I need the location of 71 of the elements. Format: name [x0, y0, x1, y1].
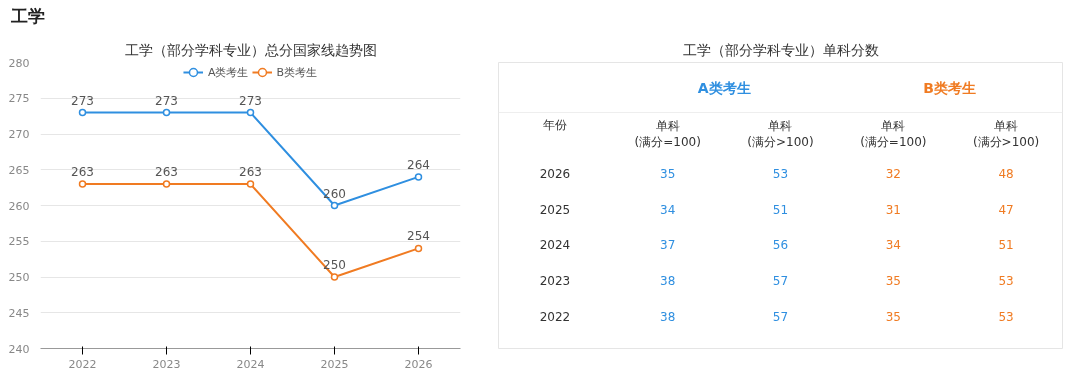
point — [330, 201, 339, 210]
y-tick-label: 260 — [8, 199, 30, 213]
data-label: 47 — [998, 202, 1014, 217]
point — [162, 180, 171, 188]
text: 工学 — [9, 5, 45, 26]
data-label: 264 — [407, 157, 430, 172]
data-label: 37 — [660, 238, 676, 253]
point — [78, 180, 87, 188]
data-label: 56 — [772, 238, 789, 253]
data-label: 35 — [885, 309, 901, 324]
point — [414, 244, 423, 253]
data-label: 250 — [323, 258, 346, 272]
data-label: 34 — [660, 202, 676, 217]
y-tick-label: 245 — [8, 306, 30, 320]
data-label: 48 — [998, 166, 1014, 181]
point — [246, 108, 255, 117]
x-tick-label: 2026 — [404, 357, 433, 371]
y-tick-label: 240 — [8, 342, 30, 356]
x-tick-label: 2025 — [320, 357, 349, 371]
y-tick-label: 2022 — [539, 309, 571, 324]
legend-label: B类考生 — [276, 64, 318, 80]
data-label: 31 — [885, 202, 901, 217]
point — [162, 108, 171, 117]
text: A类考生 — [697, 79, 751, 96]
data-label: 273 — [71, 93, 94, 108]
y-tick-label: 270 — [8, 128, 30, 141]
data-label: 53 — [998, 274, 1014, 289]
data-label: 51 — [998, 238, 1014, 253]
y-tick-label: 250 — [8, 271, 30, 284]
x-tick-label: 单科 (满分=100) — [860, 118, 927, 150]
x-tick-label: 2022 — [68, 357, 97, 371]
chart-title: 工学（部分学科专业）总分国家线趋势图 — [124, 41, 377, 58]
data-label: 35 — [660, 166, 676, 181]
x-tick-label: 单科 (满分>100) — [972, 118, 1040, 150]
data-label: 57 — [772, 309, 789, 324]
y-tick-label: 280 — [8, 56, 30, 70]
y-tick-label: 265 — [8, 163, 30, 177]
y-tick-label: 2023 — [539, 274, 571, 289]
y-tick-label: 255 — [8, 235, 30, 249]
data-label: 263 — [71, 165, 94, 180]
data-label: 51 — [772, 202, 789, 217]
x-tick-label: 2023 — [152, 357, 181, 371]
data-label: 273 — [239, 93, 262, 108]
point — [414, 173, 423, 181]
data-label: 57 — [772, 274, 789, 289]
legend-label: A类考生 — [207, 64, 249, 80]
data-label: 53 — [998, 309, 1014, 324]
point — [330, 273, 339, 281]
data-label: 263 — [155, 165, 178, 180]
data-label: 34 — [885, 238, 901, 253]
y-tick-label: 275 — [8, 92, 30, 106]
data-label: 263 — [239, 165, 262, 180]
data-label: 35 — [885, 274, 901, 289]
point — [78, 108, 87, 117]
data-label: 53 — [772, 166, 789, 181]
data-label: 32 — [885, 166, 901, 181]
y-axis-title: 年份 — [542, 118, 567, 133]
data-label: 260 — [323, 186, 346, 201]
x-tick-label: 单科 (满分=100) — [634, 118, 701, 150]
data-label: 273 — [155, 93, 178, 108]
chart-title: 工学（部分学科专业）单科分数 — [682, 41, 879, 58]
y-tick-label: 2024 — [539, 238, 571, 253]
point — [246, 180, 255, 188]
y-tick-label: 2025 — [539, 202, 571, 217]
x-tick-label: 2024 — [236, 357, 265, 371]
x-tick-label: 单科 (满分>100) — [747, 118, 814, 150]
text: B类考生 — [923, 79, 977, 96]
data-label: 38 — [660, 309, 676, 324]
y-tick-label: 2026 — [539, 166, 571, 181]
data-label: 38 — [660, 274, 676, 289]
data-label: 254 — [407, 229, 430, 244]
